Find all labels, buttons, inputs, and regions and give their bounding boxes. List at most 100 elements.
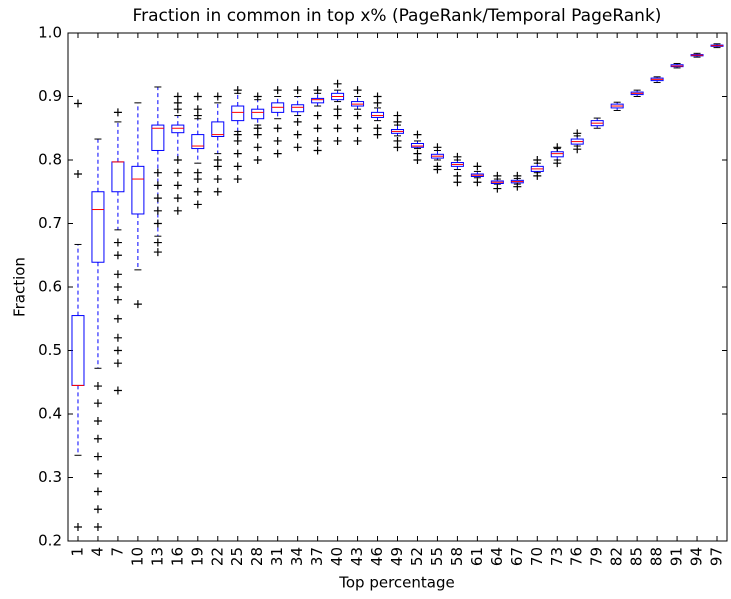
y-tick-label: 0.7 [38, 214, 62, 232]
y-tick-label: 0.5 [38, 341, 62, 359]
flier [353, 136, 362, 145]
flier [173, 156, 182, 164]
flier [353, 86, 362, 95]
flier [273, 136, 282, 145]
x-tick-label: 1 [68, 547, 86, 557]
flier [333, 136, 342, 145]
flier [553, 159, 562, 168]
box [251, 108, 265, 120]
x-tick-label: 70 [528, 547, 546, 566]
flier [213, 175, 222, 184]
flier [573, 145, 582, 154]
flier [113, 238, 122, 247]
flier [293, 130, 302, 139]
y-tick-label: 0.6 [38, 278, 62, 296]
x-tick-label: 97 [708, 547, 726, 566]
flier [493, 171, 502, 180]
flier [133, 300, 142, 309]
flier [313, 136, 322, 145]
flier [433, 162, 442, 171]
flier [213, 187, 222, 196]
box [191, 134, 205, 150]
x-tick-label: 73 [548, 547, 566, 566]
box [111, 161, 125, 193]
flier [513, 171, 522, 180]
box [171, 124, 185, 134]
x-tick-label: 67 [508, 547, 526, 566]
flier [413, 149, 422, 158]
flier [93, 452, 102, 461]
x-tick-label: 7 [108, 547, 126, 557]
flier [453, 171, 462, 180]
flier [113, 295, 122, 304]
box [410, 142, 424, 148]
box [131, 165, 145, 215]
x-tick-label: 46 [368, 547, 386, 566]
x-tick-label: 31 [268, 547, 286, 566]
chart-title: Fraction in common in top x% (PageRank/T… [133, 6, 662, 26]
flier [493, 184, 502, 193]
box [291, 104, 305, 113]
flier [573, 129, 582, 138]
x-tick-label: 91 [668, 547, 686, 566]
x-tick-label: 28 [248, 547, 266, 566]
flier [153, 219, 162, 228]
flier [93, 416, 102, 425]
flier [273, 86, 282, 95]
x-tick-label: 58 [448, 547, 466, 566]
flier [253, 156, 262, 164]
flier [513, 182, 522, 191]
flier [113, 283, 122, 291]
x-tick-label: 82 [608, 547, 626, 566]
flier [113, 270, 122, 279]
flier [253, 124, 262, 133]
y-tick-label: 0.9 [38, 87, 62, 105]
flier [533, 156, 542, 164]
box [211, 121, 225, 138]
flier [213, 156, 222, 164]
flier [93, 434, 102, 443]
y-axis-label: Fraction [11, 257, 29, 317]
flier [353, 124, 362, 133]
x-tick-label: 76 [568, 547, 586, 566]
flier [173, 168, 182, 177]
flier [233, 162, 242, 171]
flier [473, 178, 482, 187]
flier [273, 149, 282, 158]
flier [173, 194, 182, 203]
flier [193, 168, 202, 177]
x-tick-label: 64 [488, 547, 506, 566]
x-tick-label: 49 [388, 547, 406, 566]
x-tick-label: 10 [128, 547, 146, 566]
y-tick-label: 0.8 [38, 151, 62, 169]
box [311, 97, 325, 104]
flier [293, 86, 302, 95]
flier [113, 314, 122, 323]
flier [193, 105, 202, 114]
y-tick-label: 1.0 [38, 24, 62, 42]
flier [553, 143, 562, 152]
flier [173, 181, 182, 190]
flier [113, 386, 122, 395]
flier [313, 111, 322, 120]
flier [333, 105, 342, 114]
box [371, 111, 385, 118]
flier [533, 171, 542, 180]
flier [93, 399, 102, 408]
box [71, 315, 85, 386]
x-tick-label: 55 [428, 547, 446, 566]
flier [433, 143, 442, 152]
flier [373, 124, 382, 133]
flier [153, 206, 162, 215]
flier [333, 79, 342, 88]
plot-frame [67, 32, 728, 542]
flier [73, 99, 82, 108]
flier [93, 469, 102, 478]
flier [173, 206, 182, 215]
x-axis-label: Top percentage [338, 574, 454, 592]
x-tick-label: 61 [468, 547, 486, 566]
flier [153, 194, 162, 203]
y-tick-label: 0.2 [38, 532, 62, 550]
x-tick-label: 43 [348, 547, 366, 566]
